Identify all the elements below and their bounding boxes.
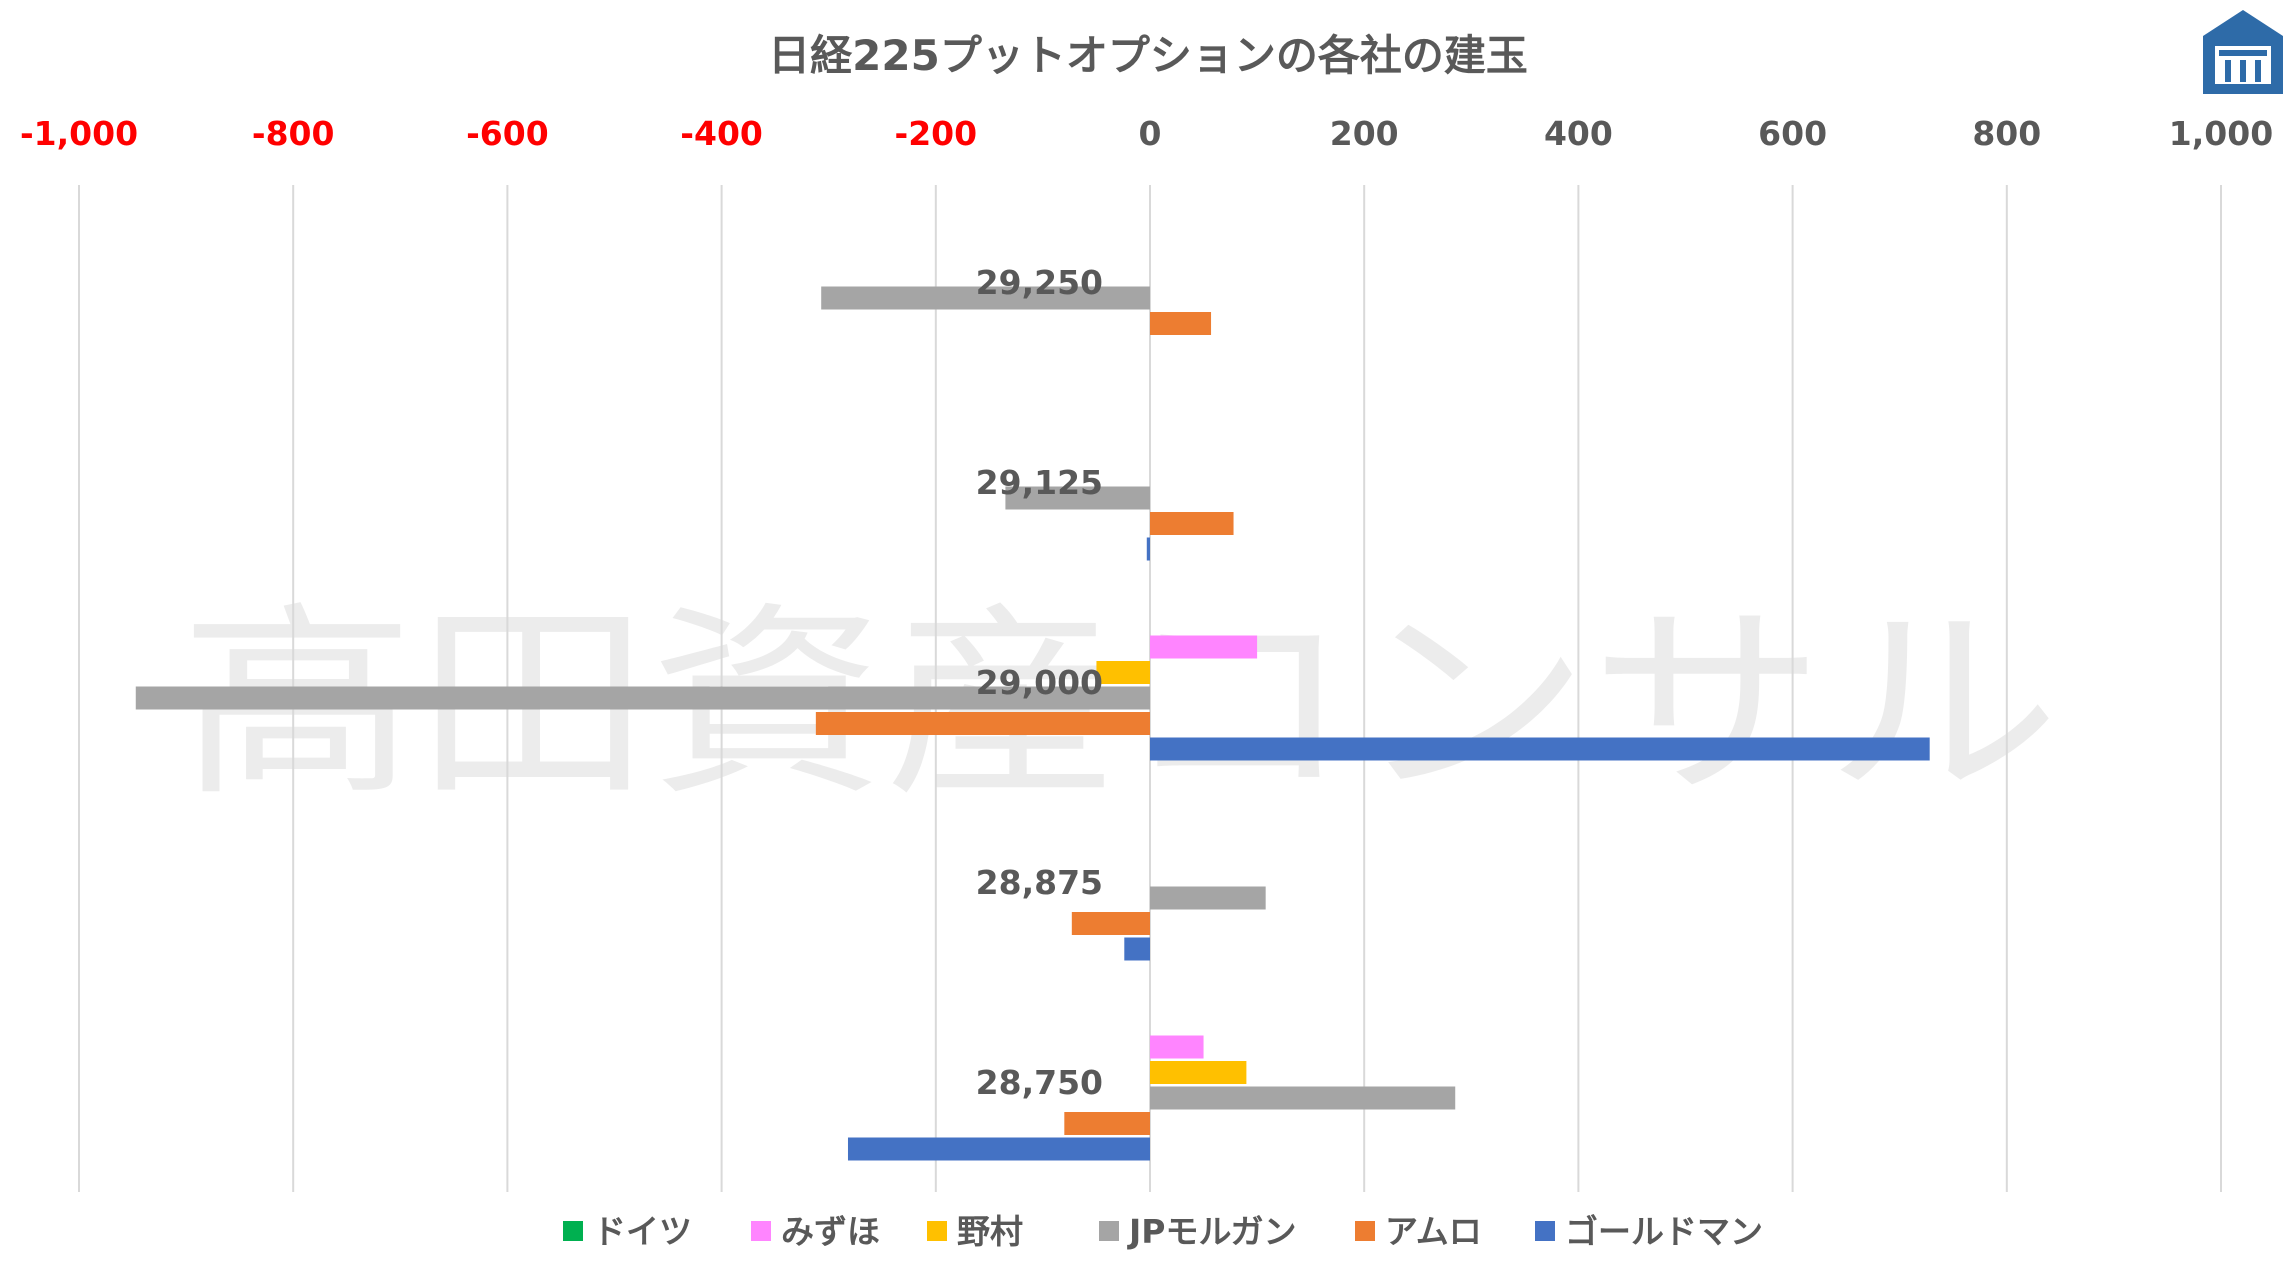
bar [1150,512,1234,535]
category-label: 28,750 [976,1063,1103,1102]
legend-label: 野村 [957,1212,1023,1251]
legend-swatch [1355,1221,1375,1241]
legend-label: みずほ [781,1212,880,1251]
chart-title: 日経225プットオプションの各社の建玉 [768,31,1528,80]
bar [1150,635,1258,659]
legend-swatch [1535,1221,1555,1241]
legend-swatch [563,1221,583,1241]
x-tick-label: 400 [1544,114,1613,153]
logo-bar-top [2219,50,2267,56]
x-tick-label: 800 [1972,114,2041,153]
legend-swatch [927,1221,947,1241]
bar [847,1137,1150,1161]
bar [1146,537,1150,561]
x-tick-label: -1,000 [20,114,138,153]
category-label: 29,000 [976,663,1103,702]
category-label: 29,125 [976,463,1103,502]
bar [815,712,1150,735]
legend-label: JPモルガン [1127,1212,1296,1251]
logo-pillar-left [2225,60,2231,82]
bars [135,286,1930,1161]
x-tick-label: -800 [252,114,335,153]
bar [821,286,1150,310]
x-tick-label: -400 [680,114,763,153]
category-labels: 29,250 29,125 29,000 28,875 28,750 [976,263,1103,1102]
x-tick-label: 600 [1758,114,1827,153]
legend-swatch [751,1221,771,1241]
logo-pillar-right [2255,60,2261,82]
bar [1064,1112,1150,1135]
bar [1150,312,1212,335]
bar [1124,937,1150,961]
x-tick-label: -600 [466,114,549,153]
legend-label: アムロ [1385,1212,1482,1251]
x-axis-ticks: -1,000 -800 -600 -400 -200 0 200 400 600 800 1,000 [20,114,2273,153]
category-label: 28,875 [976,863,1103,902]
logo-pillar-mid [2240,60,2246,82]
bar [1150,1035,1204,1059]
bar [1150,737,1930,761]
legend-label: ゴールドマン [1565,1212,1763,1251]
legend-swatch [1099,1221,1119,1241]
house-logo-icon [2203,10,2283,94]
bar [1150,886,1266,910]
bar [1096,661,1150,684]
x-tick-label: -200 [895,114,978,153]
bar [1150,1086,1456,1110]
x-tick-label: 200 [1330,114,1399,153]
x-tick-label: 1,000 [2169,114,2273,153]
bar [1005,486,1150,510]
x-tick-label: 0 [1139,114,1162,153]
legend: ドイツ みずほ 野村 JPモルガン アムロ ゴールドマン [563,1212,1763,1251]
bar [135,686,1150,710]
category-label: 29,250 [976,263,1103,302]
legend-label: ドイツ [593,1212,692,1251]
bar [1150,1061,1247,1084]
bar [1071,912,1150,935]
